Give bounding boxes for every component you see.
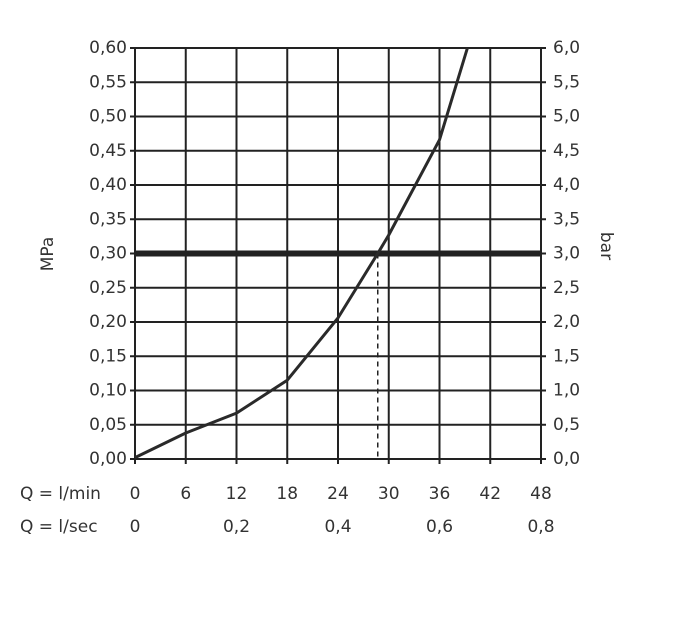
x-tick-label: 48 bbox=[530, 484, 552, 504]
y-tick-label: 0,40 bbox=[89, 175, 127, 195]
y2-tick-label: 4,0 bbox=[553, 175, 580, 195]
x-tick-label: 6 bbox=[180, 484, 191, 504]
y-tick-label: 0,45 bbox=[89, 141, 127, 161]
y2-tick-label: 3,5 bbox=[553, 209, 580, 229]
y2-tick-label: 5,5 bbox=[553, 72, 580, 92]
y-tick-label: 0,25 bbox=[89, 278, 127, 298]
x-tick-label: 12 bbox=[226, 484, 248, 504]
x-tick-label: 24 bbox=[327, 484, 349, 504]
x2-axis-label: Q = l/sec bbox=[20, 517, 98, 537]
y2-tick-label: 1,0 bbox=[553, 381, 580, 401]
y2-axis-label: bar bbox=[596, 232, 616, 260]
y-tick-label: 0,00 bbox=[89, 449, 127, 469]
y2-tick-label: 5,0 bbox=[553, 107, 580, 127]
y2-tick-label: 2,0 bbox=[553, 312, 580, 332]
x2-tick-label: 0,4 bbox=[324, 517, 351, 537]
y-tick-label: 0,10 bbox=[89, 381, 127, 401]
y-tick-label: 0,60 bbox=[89, 38, 127, 58]
y2-tick-label: 2,5 bbox=[553, 278, 580, 298]
x2-tick-label: 0,8 bbox=[527, 517, 554, 537]
x2-tick-label: 0,6 bbox=[426, 517, 453, 537]
y2-tick-label: 1,5 bbox=[553, 346, 580, 366]
y2-tick-label: 0,5 bbox=[553, 415, 580, 435]
x2-tick-label: 0 bbox=[130, 517, 141, 537]
y2-tick-label: 6,0 bbox=[553, 38, 580, 58]
y-tick-label: 0,20 bbox=[89, 312, 127, 332]
y2-tick-label: 3,0 bbox=[553, 244, 580, 264]
y-axis-label: MPa bbox=[38, 237, 58, 272]
y2-tick-label: 4,5 bbox=[553, 141, 580, 161]
x2-tick-label: 0,2 bbox=[223, 517, 250, 537]
x-tick-label: 42 bbox=[479, 484, 501, 504]
y-tick-label: 0,35 bbox=[89, 209, 127, 229]
y-tick-label: 0,05 bbox=[89, 415, 127, 435]
x-tick-label: 0 bbox=[130, 484, 141, 504]
x-axis-label: Q = l/min bbox=[20, 484, 101, 504]
y2-tick-label: 0,0 bbox=[553, 449, 580, 469]
y-tick-label: 0,50 bbox=[89, 107, 127, 127]
x-tick-label: 18 bbox=[276, 484, 298, 504]
y-tick-label: 0,30 bbox=[89, 244, 127, 264]
y-tick-label: 0,15 bbox=[89, 346, 127, 366]
curve bbox=[134, 47, 469, 459]
y-tick-label: 0,55 bbox=[89, 72, 127, 92]
x-tick-label: 30 bbox=[378, 484, 400, 504]
x-tick-label: 36 bbox=[429, 484, 451, 504]
